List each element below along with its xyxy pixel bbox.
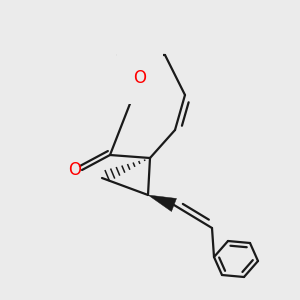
Text: O: O: [134, 69, 146, 87]
Polygon shape: [148, 195, 176, 211]
Text: O: O: [68, 161, 82, 179]
